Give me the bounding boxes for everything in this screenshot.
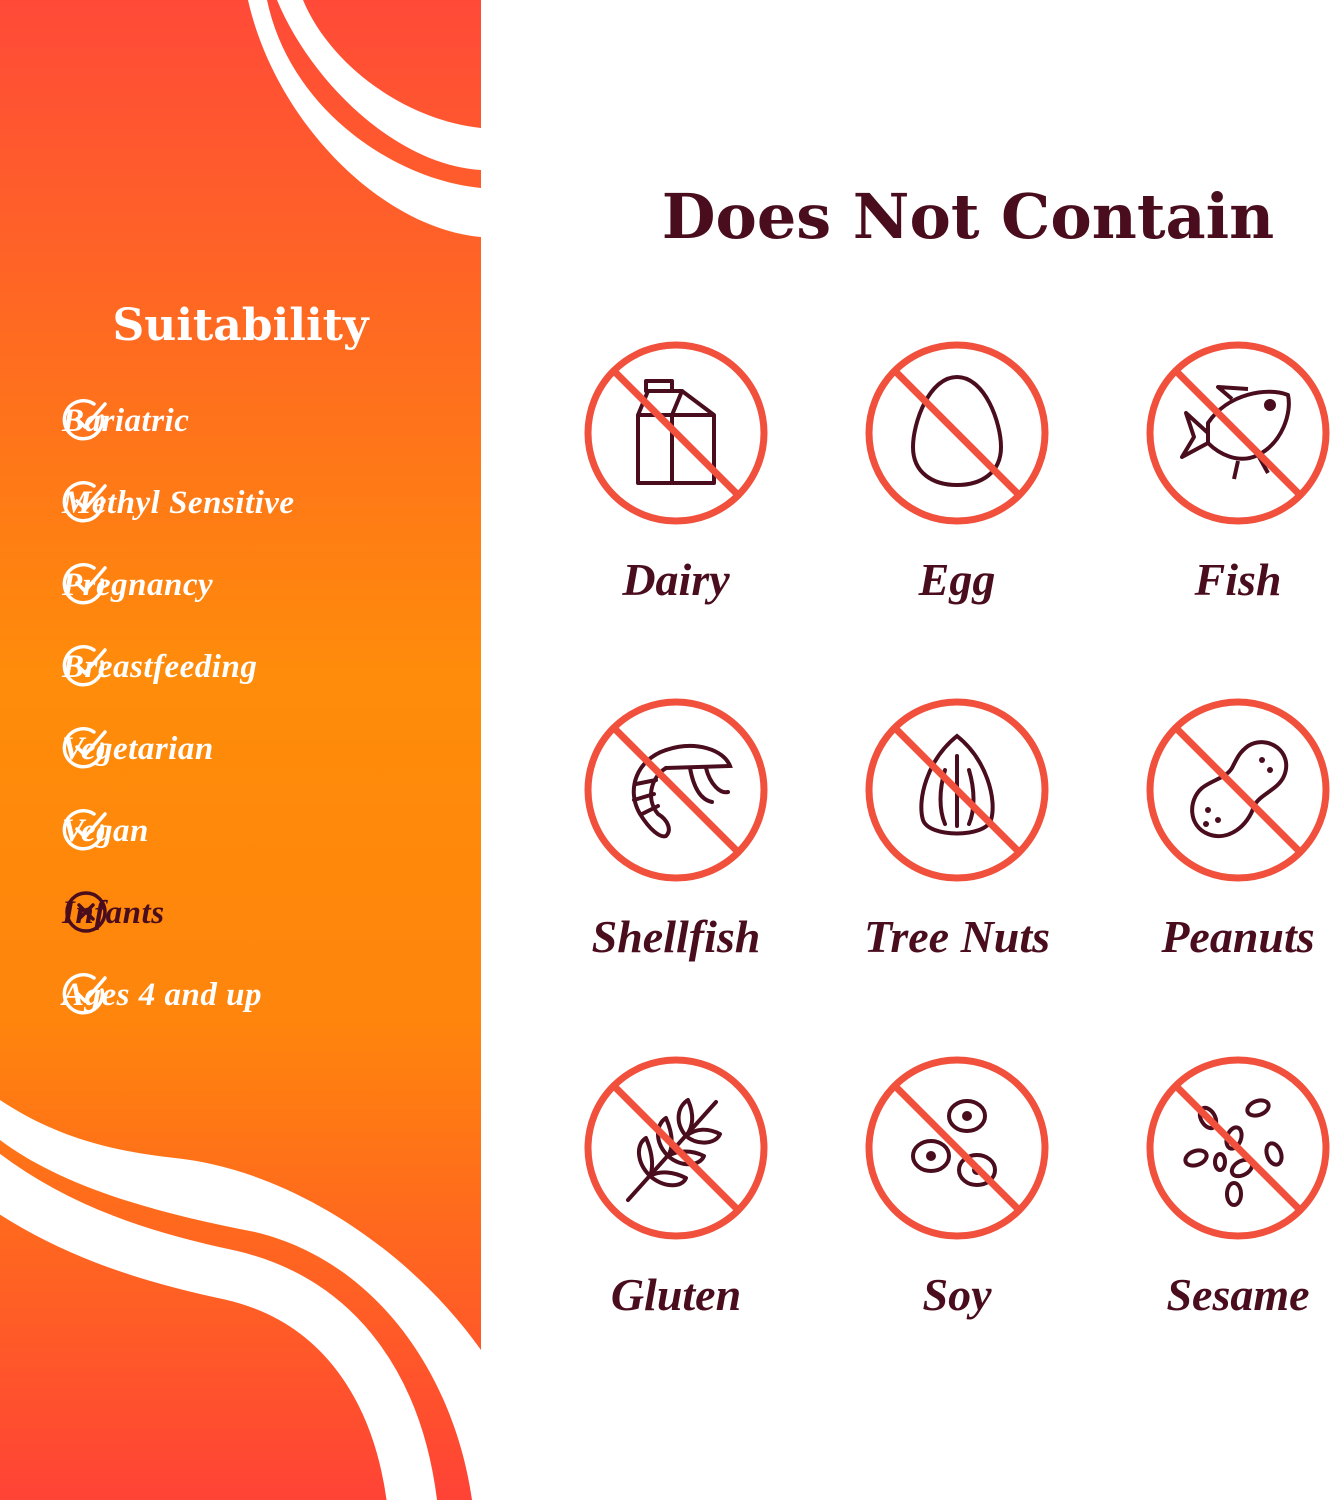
suitability-item: Vegan [62,806,149,856]
allergen-item: Fish [1118,337,1334,606]
allergen-label: Peanuts [1161,911,1315,962]
allergen-label: Shellfish [591,911,761,962]
prohibited-slash [1173,725,1303,855]
prohibited-circle [1146,1056,1330,1240]
top-wave-band-inner [277,0,481,170]
prohibited-circle [1146,698,1330,882]
suitability-panel: Suitability Bariatric Methyl Sensitive Pre… [0,0,481,1500]
suitability-item-label: Bariatric [62,402,190,439]
no-milk-carton-icon [584,341,768,525]
check-icon [62,563,107,605]
check-icon [62,973,107,1015]
no-fish-icon [1146,341,1330,525]
suitability-item-label: Infants [62,894,165,931]
soybean-icon [911,1099,997,1187]
x-icon [65,891,107,933]
suitability-item: Infants [62,888,165,938]
prohibited-slash [1173,368,1303,498]
prohibited-circle [1146,341,1330,525]
check-icon [62,645,107,687]
check-icon [62,809,107,851]
egg-icon [910,374,1004,488]
allergen-label: Egg [918,554,996,605]
suitability-item: Breastfeeding [62,642,257,692]
bottom-wave-band-lower [0,1153,437,1500]
check-icon [62,399,107,441]
shrimp-icon [631,744,733,839]
allergen-item: Peanuts [1118,694,1334,963]
allergen-label: Tree Nuts [863,911,1051,962]
suitability-item-label: Breastfeeding [62,648,258,685]
no-shrimp-icon [584,698,768,882]
allergen-item: Soy [837,1052,1077,1321]
suitability-item-label: Pregnancy [62,566,214,603]
bottom-wave-band-upper [0,1100,481,1500]
allergen-item: Gluten [556,1052,796,1321]
no-wheat-icon [584,1056,768,1240]
suitability-item: Methyl Sensitive [62,478,295,528]
allergen-item: Dairy [556,337,796,606]
prohibited-circle [865,698,1049,882]
prohibited-circle [865,341,1049,525]
prohibited-slash [611,1083,741,1213]
no-sesame-icon [1146,1056,1330,1240]
no-soybean-icon [865,1056,1049,1240]
prohibited-slash [892,368,1022,498]
prohibited-circle [584,1056,768,1240]
allergen-label: Fish [1194,554,1282,605]
sesame-icon [1183,1098,1284,1207]
suitability-item: Pregnancy [62,560,213,610]
prohibited-slash [611,725,741,855]
allergen-item: Tree Nuts [837,694,1077,963]
suitability-item: Bariatric [62,396,189,446]
suitability-item: Ages 4 and up [62,970,262,1020]
peanut-icon [1190,740,1289,838]
suitability-item: Vegetarian [62,724,214,774]
prohibited-slash [611,368,741,498]
check-icon [62,481,107,523]
prohibited-circle [865,1056,1049,1240]
allergen-label: Gluten [610,1269,742,1320]
suitability-title: Suitability [112,300,369,351]
no-almond-icon [865,698,1049,882]
prohibited-slash [892,1083,1022,1213]
top-wave-band-outer [248,0,481,237]
allergen-label: Dairy [622,554,730,605]
no-peanut-icon [1146,698,1330,882]
prohibited-circle [584,698,768,882]
allergen-item: Egg [837,337,1077,606]
allergen-item: Sesame [1118,1052,1334,1321]
allergen-label: Sesame [1166,1269,1310,1320]
allergen-item: Shellfish [556,694,796,963]
check-icon [62,727,107,769]
prohibited-circle [584,341,768,525]
no-egg-icon [865,341,1049,525]
does-not-contain-title: Does Not Contain [661,180,1275,253]
prohibited-slash [1173,1083,1303,1213]
prohibited-slash [892,725,1022,855]
allergen-label: Soy [922,1269,992,1320]
suitability-item-label: Vegetarian [62,730,214,767]
